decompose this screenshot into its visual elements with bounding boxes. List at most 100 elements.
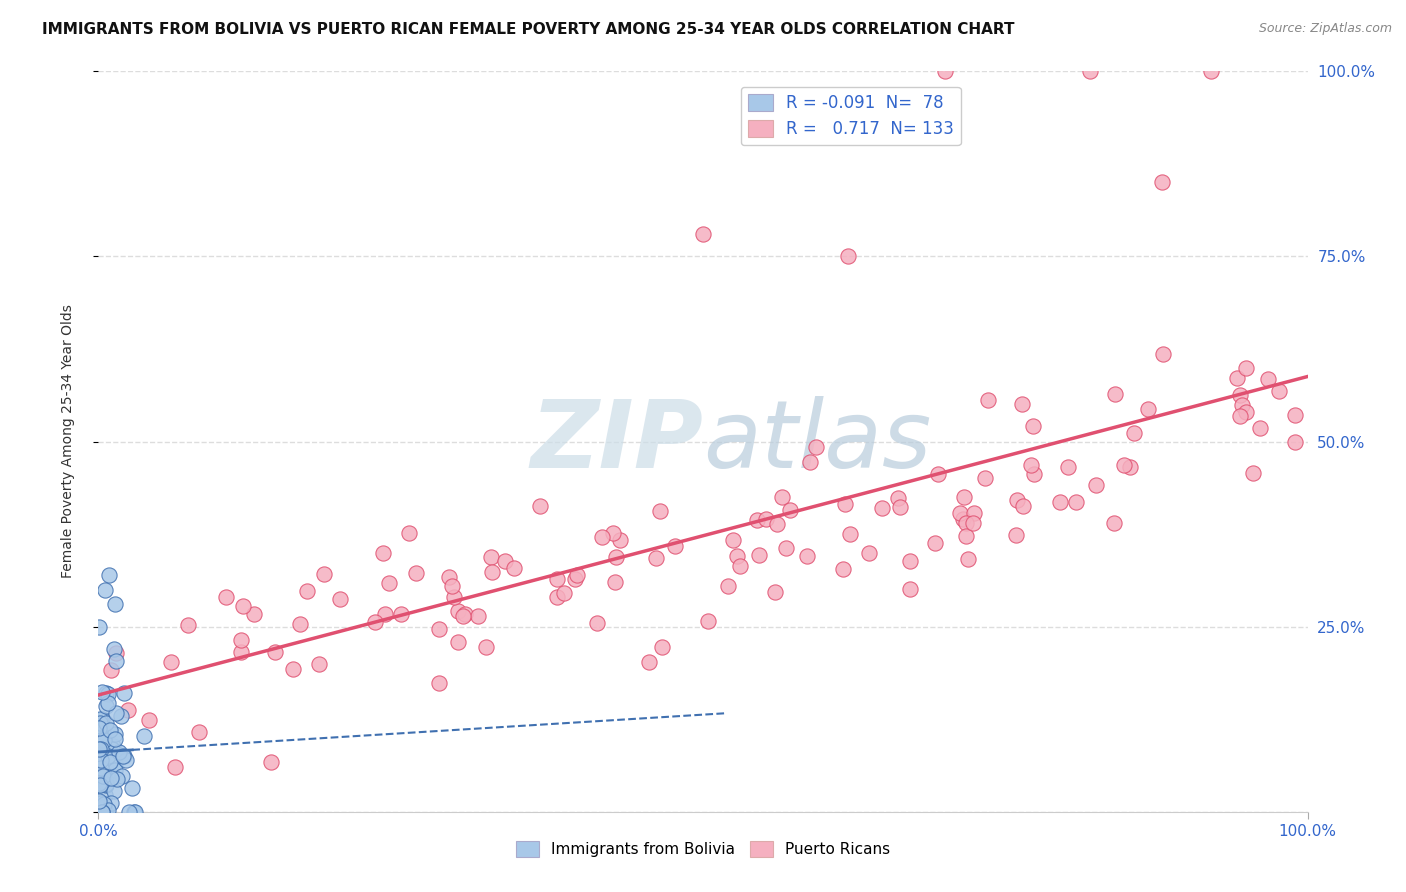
Point xyxy=(114,753,136,767)
Point xyxy=(898,582,921,596)
Point xyxy=(529,499,551,513)
Point xyxy=(858,546,880,560)
Point xyxy=(440,579,463,593)
Point xyxy=(94,582,117,597)
Point xyxy=(453,607,475,621)
Point xyxy=(603,574,626,589)
Point xyxy=(1022,467,1045,482)
Point xyxy=(308,657,330,672)
Point xyxy=(591,530,613,544)
Point xyxy=(475,640,498,654)
Point xyxy=(101,739,124,753)
Point xyxy=(806,440,828,454)
Point xyxy=(717,579,740,593)
Point xyxy=(755,512,778,526)
Point xyxy=(973,471,995,485)
Point xyxy=(96,779,118,793)
Point xyxy=(188,725,211,739)
Point xyxy=(231,645,253,659)
Point xyxy=(103,784,125,798)
Point xyxy=(90,732,112,747)
Point xyxy=(117,703,139,717)
Point xyxy=(645,550,668,565)
Point xyxy=(838,527,860,541)
Point xyxy=(263,645,285,659)
Point xyxy=(692,227,714,242)
Point xyxy=(956,551,979,566)
Point xyxy=(93,805,115,819)
Point xyxy=(229,632,252,647)
Point xyxy=(96,686,118,700)
Point xyxy=(1005,493,1028,508)
Point xyxy=(1152,346,1174,360)
Point xyxy=(100,742,122,756)
Point xyxy=(389,607,412,622)
Point xyxy=(121,780,143,795)
Point xyxy=(232,599,254,614)
Point xyxy=(90,685,112,699)
Point xyxy=(1249,421,1271,435)
Y-axis label: Female Poverty Among 25-34 Year Olds: Female Poverty Among 25-34 Year Olds xyxy=(60,304,75,579)
Point xyxy=(728,558,751,573)
Point xyxy=(949,507,972,521)
Text: Source: ZipAtlas.com: Source: ZipAtlas.com xyxy=(1258,22,1392,36)
Point xyxy=(93,766,115,780)
Point xyxy=(1284,408,1306,422)
Point xyxy=(112,685,135,699)
Point xyxy=(638,656,661,670)
Point xyxy=(1119,459,1142,474)
Point xyxy=(243,607,266,621)
Text: atlas: atlas xyxy=(703,396,931,487)
Point xyxy=(110,709,132,723)
Point xyxy=(1229,409,1251,424)
Point xyxy=(111,769,134,783)
Point xyxy=(93,799,115,814)
Point xyxy=(1199,64,1222,78)
Point xyxy=(955,528,977,542)
Point xyxy=(725,549,748,563)
Point xyxy=(94,777,117,791)
Point xyxy=(1268,384,1291,399)
Point xyxy=(955,516,977,530)
Point xyxy=(1229,388,1251,402)
Point xyxy=(1152,175,1174,190)
Text: ZIP: ZIP xyxy=(530,395,703,488)
Point xyxy=(87,805,110,819)
Point xyxy=(427,676,450,690)
Point xyxy=(90,742,112,756)
Point xyxy=(479,550,502,565)
Point xyxy=(467,608,489,623)
Point xyxy=(94,805,117,819)
Point xyxy=(288,616,311,631)
Point xyxy=(100,771,122,785)
Point xyxy=(934,64,956,78)
Point xyxy=(91,748,114,763)
Point xyxy=(609,533,631,547)
Point xyxy=(565,567,588,582)
Point xyxy=(664,539,686,553)
Point xyxy=(89,779,111,793)
Point xyxy=(1230,398,1253,412)
Point xyxy=(443,590,465,604)
Point xyxy=(546,590,568,604)
Point xyxy=(89,805,111,819)
Point xyxy=(887,491,910,505)
Point xyxy=(1057,459,1080,474)
Point xyxy=(834,497,856,511)
Point xyxy=(89,721,111,735)
Point xyxy=(745,513,768,527)
Point xyxy=(502,560,524,574)
Point xyxy=(107,745,129,759)
Point xyxy=(283,662,305,676)
Text: IMMIGRANTS FROM BOLIVIA VS PUERTO RICAN FEMALE POVERTY AMONG 25-34 YEAR OLDS COR: IMMIGRANTS FROM BOLIVIA VS PUERTO RICAN … xyxy=(42,22,1015,37)
Point xyxy=(564,573,586,587)
Point xyxy=(872,501,894,516)
Point xyxy=(446,604,468,618)
Point xyxy=(89,754,111,768)
Point xyxy=(104,654,127,668)
Point xyxy=(100,663,122,677)
Point xyxy=(97,696,120,710)
Point xyxy=(1019,458,1042,473)
Legend: Immigrants from Bolivia, Puerto Ricans: Immigrants from Bolivia, Puerto Ricans xyxy=(509,835,897,863)
Point xyxy=(796,549,818,563)
